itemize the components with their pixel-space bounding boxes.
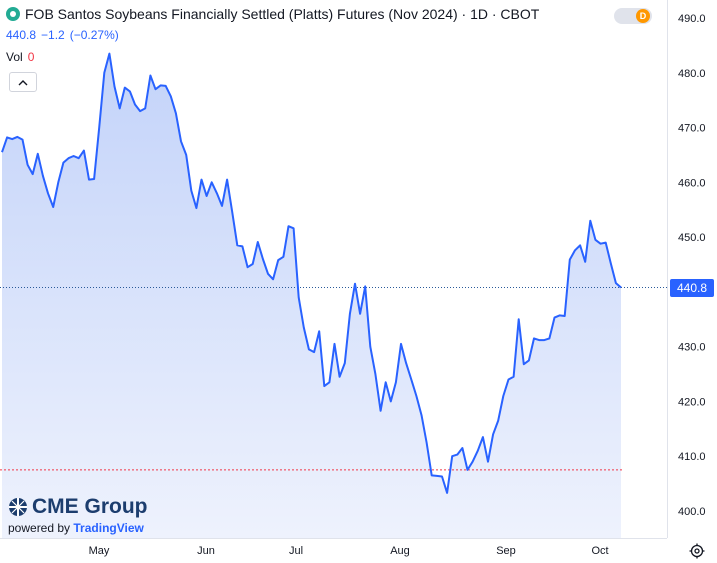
price-legend: 440.8 −1.2 (−0.27%) bbox=[6, 28, 124, 42]
volume-value: 0 bbox=[27, 50, 35, 64]
volume-legend: Vol 0 bbox=[6, 50, 34, 64]
y-tick-label: 460.0 bbox=[678, 177, 706, 189]
y-tick-label: 450.0 bbox=[678, 232, 706, 244]
chart-legend-title: FOB Santos Soybeans Financially Settled … bbox=[6, 6, 539, 22]
y-tick-label: 470.0 bbox=[678, 123, 706, 135]
x-tick-label: May bbox=[89, 545, 110, 557]
y-tick-label: 410.0 bbox=[678, 451, 706, 463]
y-tick-label: 430.0 bbox=[678, 342, 706, 354]
last-price-badge: 440.8 bbox=[670, 279, 714, 297]
x-tick-label: Jun bbox=[197, 545, 215, 557]
chart-mode-toggle[interactable]: D bbox=[614, 8, 652, 24]
volume-label: Vol bbox=[6, 50, 23, 64]
powered-by: powered by TradingView bbox=[8, 521, 148, 535]
settings-gear-icon[interactable] bbox=[689, 543, 705, 559]
cme-logo-text: CME Group bbox=[32, 495, 148, 518]
last-price: 440.8 bbox=[6, 28, 37, 42]
price-change-percent: (−0.27%) bbox=[69, 28, 119, 42]
collapse-legend-button[interactable] bbox=[9, 72, 37, 92]
cme-globe-icon bbox=[9, 498, 27, 516]
x-tick-label: Aug bbox=[390, 545, 410, 557]
chevron-up-icon bbox=[18, 79, 28, 85]
y-tick-label: 420.0 bbox=[678, 396, 706, 408]
toggle-badge: D bbox=[636, 9, 650, 23]
powered-prefix: powered by bbox=[8, 521, 71, 535]
x-tick-label: Jul bbox=[289, 545, 303, 557]
price-change: −1.2 bbox=[41, 28, 65, 42]
series-line bbox=[1, 52, 622, 494]
market-status-icon bbox=[6, 7, 20, 21]
y-tick-label: 400.0 bbox=[678, 506, 706, 518]
y-tick-label: 490.0 bbox=[678, 13, 706, 25]
x-tick-label: Oct bbox=[591, 545, 608, 557]
series-area-fill bbox=[2, 53, 621, 538]
tradingview-link[interactable]: TradingView bbox=[73, 521, 144, 535]
cme-logo: CME Group bbox=[8, 495, 148, 519]
x-tick-label: Sep bbox=[496, 545, 516, 557]
y-tick-label: 480.0 bbox=[678, 68, 706, 80]
branding: CME Group powered by TradingView bbox=[8, 495, 148, 535]
symbol-title: FOB Santos Soybeans Financially Settled … bbox=[25, 6, 540, 22]
